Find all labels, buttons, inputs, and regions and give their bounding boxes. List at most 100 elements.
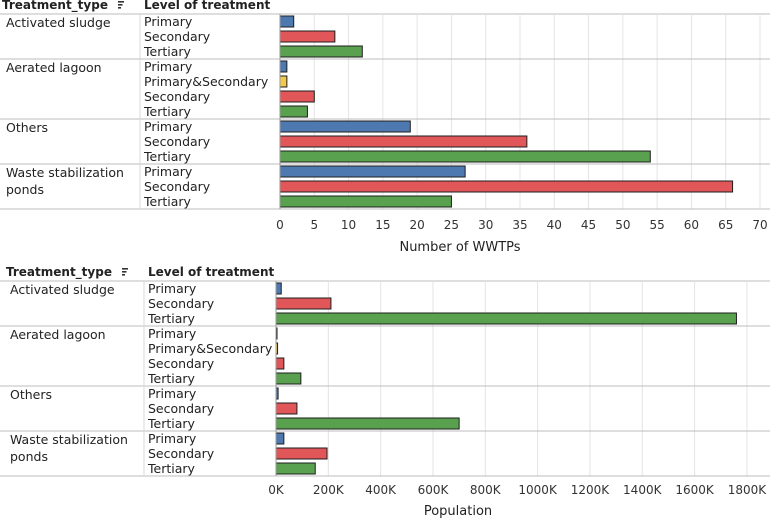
bar-others-tertiary bbox=[279, 150, 651, 163]
bar-waste-stabilization-ponds-secondary bbox=[275, 447, 328, 460]
group-label-activated-sludge: Activated sludge bbox=[10, 282, 115, 297]
x-tick-label: 65 bbox=[718, 218, 733, 232]
x-axis-title: Population bbox=[424, 504, 492, 519]
column-header-treatment-type: Treatment_type bbox=[6, 265, 112, 280]
level-label-secondary: Secondary bbox=[144, 179, 211, 194]
level-label-tertiary: Tertiary bbox=[147, 371, 196, 386]
x-axis-title: Number of WWTPs bbox=[399, 240, 520, 255]
level-label-primary: Primary bbox=[148, 386, 197, 401]
bar-aerated-lagoon-primary bbox=[279, 60, 288, 73]
x-tick-label: 60 bbox=[684, 218, 699, 232]
bar-aerated-lagoon-primary-secondary bbox=[279, 75, 288, 88]
group-label-aerated-lagoon: Aerated lagoon bbox=[6, 60, 102, 75]
bar-activated-sludge-tertiary bbox=[275, 312, 737, 325]
column-header-treatment-type: Treatment_type bbox=[2, 0, 108, 13]
level-label-secondary: Secondary bbox=[144, 89, 211, 104]
bar-aerated-lagoon-secondary bbox=[279, 90, 315, 103]
level-label-primary: Primary bbox=[148, 431, 197, 446]
bar-others-primary bbox=[279, 120, 411, 133]
population-chart: Treatment_type Level of treatment Activate… bbox=[0, 264, 770, 522]
x-tick-label: 1800K bbox=[728, 483, 768, 497]
x-tick-label: 1200K bbox=[571, 483, 611, 497]
bar-waste-stabilization-ponds-primary bbox=[275, 432, 285, 445]
level-label-primary: Primary bbox=[144, 14, 193, 29]
level-label-primary: Primary bbox=[148, 326, 197, 341]
bar-aerated-lagoon-tertiary bbox=[275, 372, 302, 385]
level-label-primary-secondary: Primary&Secondary bbox=[144, 74, 269, 89]
x-tick-label: 200K bbox=[313, 483, 345, 497]
bar-others-secondary bbox=[279, 135, 528, 148]
x-tick-label: 45 bbox=[581, 218, 596, 232]
x-tick-label: 0K bbox=[268, 483, 285, 497]
sort-descending-icon bbox=[118, 1, 124, 9]
x-tick-label: 50 bbox=[615, 218, 630, 232]
level-label-secondary: Secondary bbox=[148, 446, 215, 461]
x-tick-label: 1000K bbox=[518, 483, 558, 497]
level-label-primary-secondary: Primary&Secondary bbox=[148, 341, 273, 356]
x-tick-label: 25 bbox=[444, 218, 459, 232]
column-header-level-of-treatment: Level of treatment bbox=[148, 265, 274, 279]
sort-icon-line bbox=[118, 7, 121, 9]
sort-icon-line bbox=[118, 4, 123, 6]
sort-icon-line bbox=[122, 274, 125, 276]
level-label-secondary: Secondary bbox=[144, 29, 211, 44]
level-label-secondary: Secondary bbox=[144, 134, 211, 149]
bar-others-secondary bbox=[275, 402, 298, 415]
group-label-others: Others bbox=[10, 387, 52, 402]
group-label-activated-sludge: Activated sludge bbox=[6, 15, 111, 30]
bar-aerated-lagoon-secondary bbox=[275, 357, 285, 370]
wwtp-count-chart-svg: Treatment_type Level of treatment Activate… bbox=[0, 0, 770, 255]
level-label-secondary: Secondary bbox=[148, 356, 215, 371]
group-label-aerated-lagoon: Aerated lagoon bbox=[10, 327, 106, 342]
bar-waste-stabilization-ponds-tertiary bbox=[279, 195, 452, 208]
level-label-secondary: Secondary bbox=[148, 296, 215, 311]
x-tick-label: 1600K bbox=[675, 483, 715, 497]
x-tick-label: 800K bbox=[470, 483, 502, 497]
x-tick-label: 1400K bbox=[623, 483, 663, 497]
sort-icon-line bbox=[122, 268, 128, 270]
level-label-tertiary: Tertiary bbox=[143, 44, 192, 59]
level-label-tertiary: Tertiary bbox=[143, 149, 192, 164]
level-label-primary: Primary bbox=[144, 164, 193, 179]
bar-aerated-lagoon-tertiary bbox=[279, 105, 308, 118]
x-tick-label: 5 bbox=[310, 218, 318, 232]
sort-icon-line bbox=[118, 1, 124, 3]
bar-others-tertiary bbox=[275, 417, 460, 430]
wwtp-count-chart: Treatment_type Level of treatment Activate… bbox=[0, 0, 770, 262]
x-tick-label: 40 bbox=[547, 218, 562, 232]
level-label-primary: Primary bbox=[148, 281, 197, 296]
population-chart-svg: Treatment_type Level of treatment Activate… bbox=[0, 265, 770, 519]
x-tick-label: 10 bbox=[341, 218, 356, 232]
x-tick-label: 35 bbox=[512, 218, 527, 232]
x-tick-label: 600K bbox=[418, 483, 450, 497]
x-tick-label: 70 bbox=[752, 218, 767, 232]
level-label-tertiary: Tertiary bbox=[147, 461, 196, 476]
sort-descending-icon bbox=[122, 268, 128, 276]
group-label-others: Others bbox=[6, 120, 48, 135]
group-label-waste-stabilization-ponds: ponds bbox=[6, 182, 44, 197]
group-label-waste-stabilization-ponds: Waste stabilization bbox=[10, 432, 128, 447]
x-tick-label: 30 bbox=[478, 218, 493, 232]
bar-activated-sludge-primary bbox=[279, 15, 295, 28]
bar-activated-sludge-secondary bbox=[275, 297, 332, 310]
x-tick-label: 400K bbox=[365, 483, 397, 497]
x-tick-label: 0 bbox=[276, 218, 284, 232]
level-label-primary: Primary bbox=[144, 119, 193, 134]
group-label-waste-stabilization-ponds: Waste stabilization bbox=[6, 165, 124, 180]
column-header-level-of-treatment: Level of treatment bbox=[144, 0, 270, 12]
level-label-tertiary: Tertiary bbox=[147, 311, 196, 326]
level-label-primary: Primary bbox=[144, 59, 193, 74]
level-label-tertiary: Tertiary bbox=[143, 194, 192, 209]
bar-activated-sludge-tertiary bbox=[279, 45, 363, 58]
bar-waste-stabilization-ponds-secondary bbox=[279, 180, 734, 193]
level-label-secondary: Secondary bbox=[148, 401, 215, 416]
bar-activated-sludge-secondary bbox=[279, 30, 336, 43]
x-tick-label: 20 bbox=[410, 218, 425, 232]
sort-icon-line bbox=[122, 271, 127, 273]
level-label-tertiary: Tertiary bbox=[143, 104, 192, 119]
level-label-tertiary: Tertiary bbox=[147, 416, 196, 431]
group-label-waste-stabilization-ponds: ponds bbox=[10, 449, 48, 464]
bar-waste-stabilization-ponds-tertiary bbox=[275, 462, 316, 475]
bar-activated-sludge-primary bbox=[275, 282, 282, 295]
x-tick-label: 15 bbox=[375, 218, 390, 232]
